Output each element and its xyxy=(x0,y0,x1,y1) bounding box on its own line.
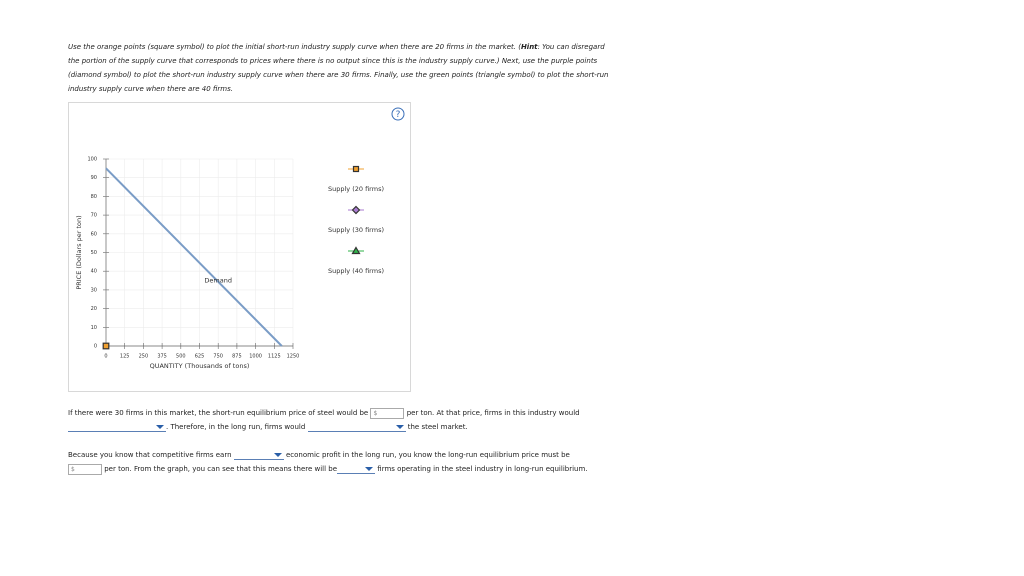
legend-symbol[interactable] xyxy=(351,246,361,255)
x-tick-label: 1250 xyxy=(287,354,300,360)
y-tick-label: 90 xyxy=(91,175,97,181)
question-text: . Therefore, in the long run, firms woul… xyxy=(166,423,306,431)
dropdown[interactable] xyxy=(233,450,284,460)
demand-line xyxy=(105,167,283,347)
instruction-text: : You can disregard the portion of the s… xyxy=(68,43,609,93)
y-tick-label: 60 xyxy=(91,231,97,237)
instruction-text: Use the orange points (square symbol) to… xyxy=(68,43,521,51)
x-tick-label: 625 xyxy=(195,354,205,360)
y-tick-label: 0 xyxy=(94,344,97,350)
graph-panel: ? 0 10 20 30 40 50 60 70 80 90 100 0 125 250 375 500 625… xyxy=(68,102,411,392)
price-input[interactable]: $ xyxy=(68,463,102,475)
legend-label: Supply (20 firms) xyxy=(328,185,384,193)
instructions: Use the orange points (square symbol) to… xyxy=(68,40,613,96)
x-tick-label: 375 xyxy=(157,354,167,360)
dropdown[interactable] xyxy=(68,422,166,432)
y-tick-label: 20 xyxy=(91,306,97,312)
y-tick-label: 70 xyxy=(91,213,97,219)
y-tick-label: 50 xyxy=(91,250,97,256)
y-tick-label: 10 xyxy=(91,325,97,331)
legend-symbol[interactable] xyxy=(352,165,360,173)
x-tick-label: 750 xyxy=(213,354,223,360)
question-text: per ton. From the graph, you can see tha… xyxy=(104,465,338,473)
x-tick-label: 250 xyxy=(139,354,149,360)
legend-symbol[interactable] xyxy=(351,205,361,215)
legend-label: Supply (30 firms) xyxy=(328,226,384,234)
help-button[interactable] xyxy=(391,107,405,121)
question-text: firms operating in the steel industry in… xyxy=(377,465,588,473)
question-2: Because you know that competitive firms … xyxy=(68,448,608,476)
y-tick-label: 80 xyxy=(91,194,97,200)
help-text[interactable]: ? xyxy=(396,110,401,120)
x-tick-label: 0 xyxy=(104,354,107,360)
hint-label: Hint xyxy=(520,43,538,51)
legend-label: Supply (40 firms) xyxy=(328,267,384,275)
question-1: If there were 30 firms in this market, t… xyxy=(68,406,608,434)
x-tick-label: 500 xyxy=(176,354,186,360)
demand-label: Demand xyxy=(204,277,232,285)
question-text: Because you know that competitive firms … xyxy=(68,451,232,459)
y-tick-label: 100 xyxy=(87,157,97,163)
supply-point xyxy=(102,342,110,350)
question-text: economic profit in the long run, you kno… xyxy=(285,451,570,459)
dropdown[interactable] xyxy=(337,464,376,474)
x-tick-label: 875 xyxy=(232,354,242,360)
question-text: per ton. At that price, firms in this in… xyxy=(406,409,580,417)
question-text: the steel market. xyxy=(407,423,468,431)
y-tick-label: 30 xyxy=(91,287,97,293)
x-axis-label: QUANTITY (Thousands of tons) xyxy=(150,362,250,370)
x-tick-label: 1000 xyxy=(249,354,262,360)
question-text: If there were 30 firms in this market, t… xyxy=(68,409,369,417)
price-input[interactable]: $ xyxy=(370,407,405,419)
x-tick-label: 125 xyxy=(120,354,130,360)
dropdown[interactable] xyxy=(307,422,406,432)
x-tick-label: 1125 xyxy=(268,354,281,360)
y-tick-label: 40 xyxy=(91,269,97,275)
y-axis-label: PRICE (Dollars per ton) xyxy=(75,215,83,289)
